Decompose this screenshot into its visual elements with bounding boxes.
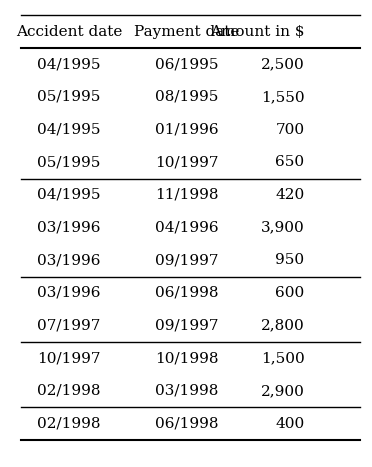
Text: 10/1997: 10/1997 [155, 156, 218, 170]
Text: 10/1998: 10/1998 [155, 351, 218, 365]
Text: 02/1998: 02/1998 [37, 384, 101, 398]
Text: 400: 400 [275, 417, 304, 431]
Text: 950: 950 [275, 253, 304, 267]
Text: 09/1997: 09/1997 [155, 253, 218, 267]
Text: 06/1998: 06/1998 [155, 417, 218, 431]
Text: 1,550: 1,550 [261, 90, 304, 104]
Text: 05/1995: 05/1995 [37, 156, 100, 170]
Text: 09/1997: 09/1997 [155, 318, 218, 333]
Text: 03/1996: 03/1996 [37, 286, 101, 300]
Text: 1,500: 1,500 [261, 351, 304, 365]
Text: 06/1995: 06/1995 [155, 57, 218, 71]
Text: Amount in $: Amount in $ [210, 25, 304, 39]
Text: Payment date: Payment date [134, 25, 239, 39]
Text: 03/1996: 03/1996 [37, 220, 101, 234]
Text: 600: 600 [275, 286, 304, 300]
Text: 04/1995: 04/1995 [37, 57, 101, 71]
Text: 02/1998: 02/1998 [37, 417, 101, 431]
Text: 04/1995: 04/1995 [37, 123, 101, 137]
Text: 3,900: 3,900 [261, 220, 304, 234]
Text: 700: 700 [275, 123, 304, 137]
Text: 650: 650 [275, 156, 304, 170]
Text: 2,500: 2,500 [261, 57, 304, 71]
Text: 420: 420 [275, 188, 304, 202]
Text: 10/1997: 10/1997 [37, 351, 101, 365]
Text: 11/1998: 11/1998 [155, 188, 218, 202]
Text: 03/1998: 03/1998 [155, 384, 218, 398]
Text: 08/1995: 08/1995 [155, 90, 218, 104]
Text: Accident date: Accident date [16, 25, 122, 39]
Text: 04/1995: 04/1995 [37, 188, 101, 202]
Text: 06/1998: 06/1998 [155, 286, 218, 300]
Text: 03/1996: 03/1996 [37, 253, 101, 267]
Text: 2,900: 2,900 [260, 384, 304, 398]
Text: 04/1996: 04/1996 [155, 220, 218, 234]
Text: 01/1996: 01/1996 [155, 123, 218, 137]
Text: 07/1997: 07/1997 [37, 318, 100, 333]
Text: 2,800: 2,800 [261, 318, 304, 333]
Text: 05/1995: 05/1995 [37, 90, 100, 104]
